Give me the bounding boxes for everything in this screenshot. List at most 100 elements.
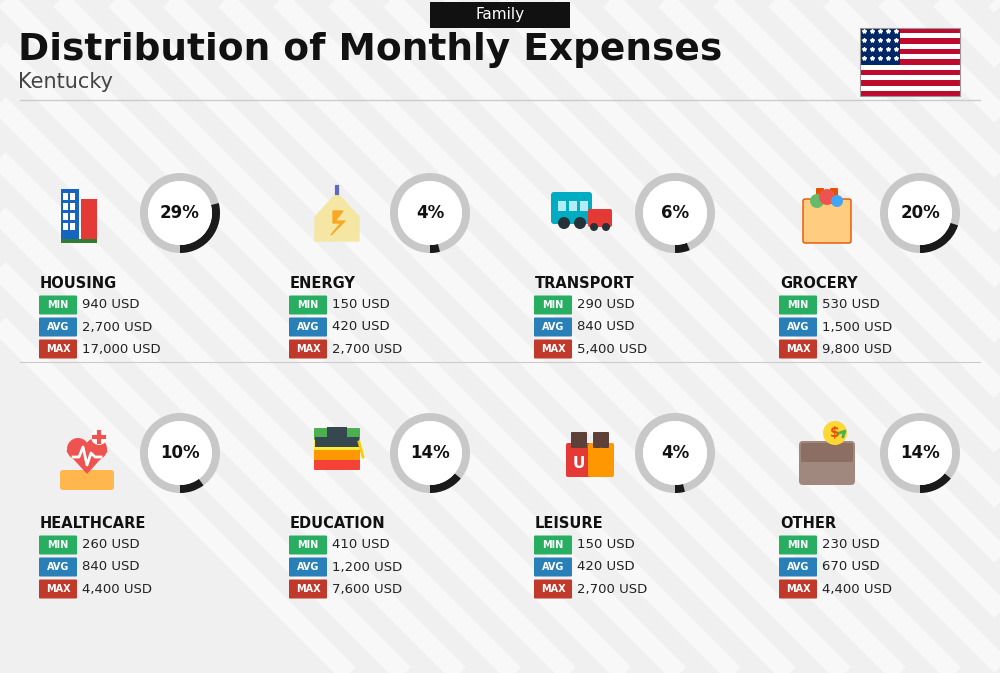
FancyBboxPatch shape	[60, 470, 114, 490]
Bar	[81, 199, 97, 241]
Text: MIN: MIN	[47, 540, 69, 550]
Text: 29%: 29%	[160, 204, 200, 222]
Text: OTHER: OTHER	[780, 516, 836, 530]
Bar	[61, 239, 97, 243]
Text: 2,700 USD: 2,700 USD	[577, 583, 647, 596]
Text: MAX: MAX	[786, 584, 810, 594]
Wedge shape	[675, 243, 690, 253]
Text: 1,500 USD: 1,500 USD	[822, 320, 892, 334]
Circle shape	[602, 223, 610, 231]
Bar	[860, 75, 960, 80]
Text: 940 USD: 940 USD	[82, 299, 140, 312]
Circle shape	[888, 421, 952, 485]
Circle shape	[574, 217, 586, 229]
Text: 840 USD: 840 USD	[577, 320, 635, 334]
FancyBboxPatch shape	[601, 432, 609, 448]
Bar	[63, 203, 68, 210]
Bar	[860, 85, 960, 91]
Wedge shape	[140, 413, 220, 493]
Circle shape	[590, 223, 598, 231]
Text: MIN: MIN	[297, 300, 319, 310]
Bar	[558, 201, 566, 211]
FancyBboxPatch shape	[534, 339, 572, 359]
FancyBboxPatch shape	[779, 536, 817, 555]
Text: 290 USD: 290 USD	[577, 299, 635, 312]
Text: MAX: MAX	[46, 344, 70, 354]
Text: MIN: MIN	[47, 300, 69, 310]
Bar	[70, 213, 75, 220]
Text: 1,200 USD: 1,200 USD	[332, 561, 402, 573]
Circle shape	[643, 421, 707, 485]
Text: 7,600 USD: 7,600 USD	[332, 583, 402, 596]
Text: GROCERY: GROCERY	[780, 275, 858, 291]
Bar	[860, 91, 960, 96]
Text: 4%: 4%	[661, 444, 689, 462]
FancyBboxPatch shape	[534, 579, 572, 598]
Wedge shape	[675, 484, 685, 493]
Text: AVG: AVG	[787, 562, 809, 572]
Text: 840 USD: 840 USD	[82, 561, 140, 573]
FancyBboxPatch shape	[314, 438, 360, 450]
Text: 6%: 6%	[661, 204, 689, 222]
Text: 4,400 USD: 4,400 USD	[822, 583, 892, 596]
Circle shape	[91, 429, 107, 445]
Bar	[327, 427, 347, 439]
Text: 17,000 USD: 17,000 USD	[82, 343, 161, 355]
FancyBboxPatch shape	[551, 192, 592, 224]
Text: 410 USD: 410 USD	[332, 538, 390, 551]
FancyBboxPatch shape	[803, 199, 851, 243]
Text: HOUSING: HOUSING	[40, 275, 117, 291]
Bar	[63, 193, 68, 200]
Text: 530 USD: 530 USD	[822, 299, 880, 312]
Text: LEISURE: LEISURE	[535, 516, 604, 530]
Wedge shape	[180, 479, 204, 493]
Text: MAX: MAX	[46, 584, 70, 594]
Bar	[860, 28, 960, 96]
Text: MIN: MIN	[542, 300, 564, 310]
Circle shape	[888, 181, 952, 245]
FancyBboxPatch shape	[801, 443, 853, 462]
Text: 4%: 4%	[416, 204, 444, 222]
FancyBboxPatch shape	[534, 536, 572, 555]
Text: 420 USD: 420 USD	[577, 561, 635, 573]
Text: AVG: AVG	[297, 562, 319, 572]
FancyBboxPatch shape	[779, 339, 817, 359]
Text: 260 USD: 260 USD	[82, 538, 140, 551]
Text: 14%: 14%	[410, 444, 450, 462]
FancyBboxPatch shape	[779, 318, 817, 336]
FancyBboxPatch shape	[799, 441, 855, 485]
Text: AVG: AVG	[297, 322, 319, 332]
Text: 4,400 USD: 4,400 USD	[82, 583, 152, 596]
Wedge shape	[180, 203, 220, 253]
Wedge shape	[920, 473, 951, 493]
Polygon shape	[331, 211, 345, 235]
Wedge shape	[880, 413, 960, 493]
Bar	[63, 223, 68, 230]
Text: Family: Family	[475, 7, 525, 22]
Text: MAX: MAX	[541, 344, 565, 354]
Text: 150 USD: 150 USD	[577, 538, 635, 551]
Polygon shape	[315, 193, 359, 241]
Bar	[569, 201, 577, 211]
Wedge shape	[140, 173, 220, 253]
Bar	[860, 28, 900, 65]
FancyBboxPatch shape	[588, 443, 614, 477]
Text: MIN: MIN	[297, 540, 319, 550]
Bar	[860, 38, 960, 44]
Circle shape	[67, 438, 89, 460]
FancyBboxPatch shape	[830, 188, 838, 204]
Text: 10%: 10%	[160, 444, 200, 462]
FancyBboxPatch shape	[39, 339, 77, 359]
Wedge shape	[430, 473, 461, 493]
Wedge shape	[390, 413, 470, 493]
Text: MIN: MIN	[787, 540, 809, 550]
Text: AVG: AVG	[47, 322, 69, 332]
Bar	[860, 44, 960, 49]
Wedge shape	[920, 223, 958, 253]
FancyBboxPatch shape	[289, 318, 327, 336]
Circle shape	[398, 181, 462, 245]
Circle shape	[148, 421, 212, 485]
Bar	[860, 54, 960, 59]
FancyBboxPatch shape	[314, 458, 360, 470]
Bar	[860, 28, 960, 33]
